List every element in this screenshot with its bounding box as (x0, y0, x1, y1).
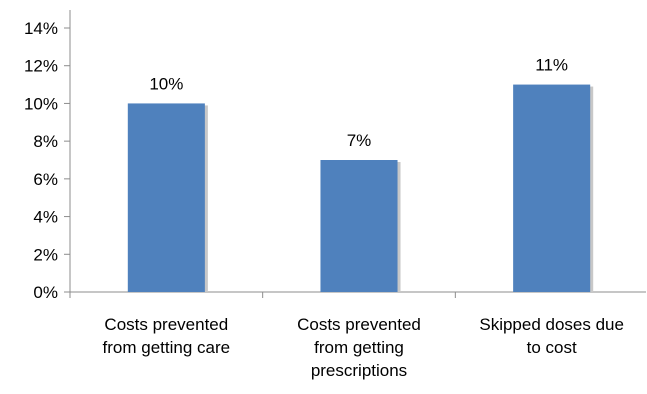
y-axis: 0% 2% 4% 6% 8% 10% 12% 14% (24, 10, 71, 302)
category-label: to cost (527, 338, 577, 357)
category-label: from getting (314, 338, 404, 357)
y-tick-label: 10% (24, 94, 58, 113)
y-tick-label: 4% (33, 208, 58, 227)
bar (127, 103, 205, 292)
bars (127, 84, 594, 292)
y-tick-label: 12% (24, 57, 58, 76)
data-labels: 10% 7% 11% (149, 56, 568, 150)
category-label: Costs prevented (297, 315, 421, 334)
category-label: prescriptions (311, 361, 407, 380)
category-label: Skipped doses due (479, 315, 624, 334)
bar (320, 160, 398, 292)
x-axis (69, 291, 646, 298)
y-tick-label: 0% (33, 283, 58, 302)
y-tick-label: 2% (33, 245, 58, 264)
data-label: 7% (347, 131, 372, 150)
data-label: 10% (149, 74, 183, 93)
y-tick-label: 6% (33, 170, 58, 189)
y-tick-label: 8% (33, 132, 58, 151)
category-labels: Costs prevented from getting care Costs pr… (103, 315, 624, 380)
category-label: Costs prevented (104, 315, 228, 334)
bar (513, 84, 591, 292)
category-label: from getting care (103, 338, 231, 357)
y-tick-label: 14% (24, 19, 58, 38)
data-label: 11% (535, 56, 568, 75)
